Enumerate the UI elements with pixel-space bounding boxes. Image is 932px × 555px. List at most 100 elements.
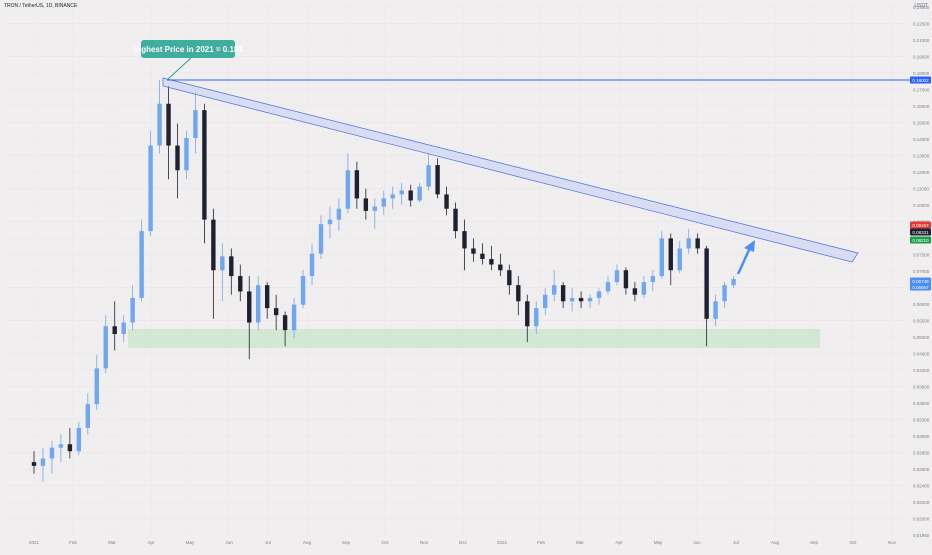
candle (94, 354, 99, 410)
candle (659, 231, 664, 280)
y-tick-label: 0.04200 (913, 368, 930, 373)
candle (354, 161, 360, 209)
candle-body (103, 326, 108, 369)
candle (40, 447, 46, 482)
price-label-text: 0.08210 (912, 238, 929, 243)
candle-body (211, 219, 216, 271)
candle-body (175, 145, 180, 171)
candle (103, 315, 108, 374)
candle (193, 91, 198, 154)
candle-body (58, 444, 64, 448)
candle (578, 291, 584, 309)
x-tick-label: Apr (147, 540, 155, 545)
candle (507, 264, 512, 295)
y-tick-label: 0.15000 (913, 121, 930, 126)
candle-body (354, 170, 360, 199)
candle (273, 294, 279, 331)
candle (525, 294, 530, 343)
candle-body (184, 137, 189, 171)
candle (444, 186, 449, 216)
candle (471, 238, 476, 262)
candle-body (76, 427, 82, 452)
candle (291, 297, 297, 338)
price-label-text: 0.08331 (912, 230, 929, 235)
candle-body (193, 110, 198, 138)
x-tick-label: Nov (420, 540, 429, 545)
candle (85, 393, 91, 435)
candle-body (507, 270, 512, 286)
x-tick-label: May (186, 540, 195, 545)
candle (247, 276, 252, 360)
candle-body (390, 194, 395, 199)
y-tick-label: 0.02200 (913, 500, 930, 505)
x-tick-label: Sep (342, 540, 351, 545)
y-tick-label: 0.04600 (913, 352, 930, 357)
candle-body (408, 190, 413, 201)
candle (399, 182, 404, 205)
x-tick-label: May (654, 540, 663, 545)
price-label-text: 0.08467 (912, 223, 929, 228)
candle-body (695, 238, 700, 249)
candle-body (614, 270, 620, 283)
price-label: 0.06749 (910, 277, 931, 285)
candle (345, 153, 351, 214)
candle-body (444, 194, 449, 209)
candle-body (453, 208, 458, 232)
x-tick-label: Sep (810, 540, 819, 545)
candle-body (516, 285, 521, 302)
y-tick-label: 0.05500 (913, 319, 930, 324)
x-tick-label: Feb (69, 540, 77, 545)
candle-body (417, 186, 422, 201)
candle-body (641, 282, 647, 295)
quote-currency-label: USDT (914, 3, 928, 9)
candle-body (578, 297, 584, 302)
candle-body (471, 248, 476, 254)
candle-body (480, 253, 485, 260)
candle-body (157, 103, 162, 146)
candle (67, 427, 73, 459)
y-tick-label: 0.05000 (913, 335, 930, 340)
y-tick-label: 0.01950 (913, 533, 930, 538)
price-label: 0.06657 (910, 283, 931, 291)
candle (498, 253, 503, 277)
candle-body (94, 368, 99, 405)
y-tick-label: 0.21000 (913, 38, 930, 43)
candle (516, 276, 521, 316)
candle-body (534, 308, 539, 327)
y-tick-label: 0.02800 (913, 451, 930, 456)
candle-body (623, 270, 629, 289)
candle (372, 198, 378, 229)
candle (587, 294, 593, 309)
candle-body (659, 238, 664, 277)
candle-body (130, 297, 135, 323)
candle (148, 130, 153, 236)
y-tick-label: 0.10000 (913, 203, 930, 208)
y-tick-label: 0.03300 (913, 418, 930, 423)
candle-body (67, 444, 73, 452)
candle (489, 245, 494, 271)
x-tick-label: Oct (849, 540, 857, 545)
candle-body (247, 291, 252, 323)
y-tick-label: 0.11000 (913, 187, 929, 192)
candle (668, 233, 673, 286)
candle (695, 233, 700, 254)
candle (435, 158, 440, 199)
candle-body (381, 198, 386, 207)
candle-body (650, 276, 656, 283)
y-tick-label: 0.16000 (913, 104, 930, 109)
candle (112, 301, 117, 351)
y-tick-label: 0.06000 (913, 302, 930, 307)
candle-body (121, 322, 126, 335)
candle (596, 288, 602, 305)
candle (336, 198, 342, 232)
candle (58, 434, 64, 463)
candle (184, 130, 189, 180)
y-tick-label: 0.12000 (913, 170, 930, 175)
y-tick-label: 0.18000 (913, 71, 930, 76)
candle-body (498, 264, 503, 271)
x-tick-label: Dec (459, 540, 468, 545)
candle-body (264, 285, 270, 309)
x-tick-label: Jul (265, 540, 271, 545)
